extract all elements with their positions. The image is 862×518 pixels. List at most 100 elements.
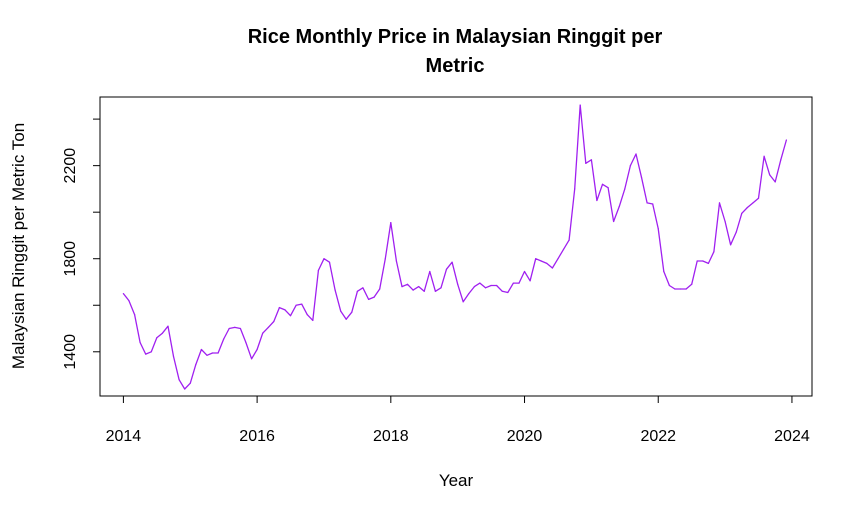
data-point xyxy=(217,352,219,354)
x-tick-label: 2020 xyxy=(507,428,543,445)
x-axis-label: Year xyxy=(439,471,474,490)
data-point xyxy=(200,348,202,351)
data-point xyxy=(657,227,659,230)
data-point xyxy=(707,262,710,264)
data-point xyxy=(317,269,319,271)
data-point xyxy=(551,267,554,269)
data-point xyxy=(362,287,364,289)
data-point xyxy=(780,159,782,161)
data-point xyxy=(334,289,336,291)
data-point xyxy=(501,290,503,292)
data-point xyxy=(668,284,671,287)
data-point xyxy=(646,202,648,204)
data-point xyxy=(390,222,392,224)
data-point xyxy=(496,284,498,287)
data-point xyxy=(434,290,436,292)
data-point xyxy=(134,314,136,316)
data-point xyxy=(457,283,459,285)
data-point xyxy=(523,270,526,273)
data-point xyxy=(301,303,303,305)
data-point xyxy=(418,286,420,288)
data-point xyxy=(206,354,208,356)
data-point xyxy=(406,283,409,285)
data-point xyxy=(462,301,464,303)
data-point xyxy=(395,260,397,262)
series-points xyxy=(122,104,788,390)
data-point xyxy=(445,268,448,270)
data-point xyxy=(278,307,280,309)
data-point xyxy=(172,355,175,357)
data-point xyxy=(691,283,693,285)
data-point xyxy=(746,206,749,209)
data-point xyxy=(328,261,331,263)
data-point xyxy=(479,282,481,284)
data-point xyxy=(234,326,236,328)
data-point xyxy=(679,288,682,290)
data-point xyxy=(150,351,152,353)
data-point xyxy=(730,244,732,246)
data-point xyxy=(256,348,258,351)
data-point xyxy=(239,327,241,330)
x-axis: 2014 2016 2018 2020 2022 2024 xyxy=(106,396,810,445)
data-point xyxy=(379,288,381,290)
data-point xyxy=(702,260,704,262)
data-point xyxy=(735,231,737,233)
data-point xyxy=(289,315,292,317)
data-point xyxy=(356,290,358,292)
data-point xyxy=(718,202,721,204)
data-point xyxy=(540,260,542,262)
data-point xyxy=(178,379,180,381)
data-point xyxy=(601,183,604,185)
data-point xyxy=(345,318,347,320)
data-point xyxy=(596,199,598,202)
data-point xyxy=(189,382,191,384)
data-point xyxy=(156,337,158,339)
data-point xyxy=(273,320,275,323)
data-point xyxy=(295,304,297,306)
data-point xyxy=(373,296,375,298)
data-point xyxy=(590,159,593,161)
data-point xyxy=(251,358,253,360)
chart-title-line-2: Metric xyxy=(426,55,485,77)
data-point xyxy=(145,353,147,355)
data-point xyxy=(211,352,214,354)
data-point xyxy=(368,298,370,300)
data-point xyxy=(652,203,654,205)
data-point xyxy=(122,293,124,295)
data-point xyxy=(562,248,565,250)
data-point xyxy=(440,287,442,289)
data-point xyxy=(195,364,197,366)
data-point xyxy=(507,291,509,294)
data-point xyxy=(245,341,247,344)
data-point xyxy=(774,181,776,183)
data-point xyxy=(351,311,353,313)
data-point xyxy=(752,202,754,204)
data-point xyxy=(640,176,643,178)
data-point xyxy=(451,261,453,263)
y-tick-label: 1400 xyxy=(62,334,79,370)
data-point xyxy=(306,314,308,316)
y-axis: 1400 1800 2200 xyxy=(62,118,100,370)
data-point xyxy=(312,319,314,321)
data-point xyxy=(579,104,581,106)
data-point xyxy=(161,332,163,334)
series-line-rice-price xyxy=(122,104,788,390)
data-point xyxy=(535,258,537,260)
data-point xyxy=(412,289,414,291)
data-point xyxy=(184,388,186,390)
x-tick-label: 2016 xyxy=(239,428,275,445)
data-point xyxy=(757,197,760,199)
data-point xyxy=(429,270,431,273)
data-point xyxy=(473,286,475,288)
data-point xyxy=(128,300,130,302)
data-point xyxy=(663,270,665,273)
data-point xyxy=(546,262,548,264)
data-point xyxy=(741,212,743,214)
chart-title-line-1: Rice Monthly Price in Malaysian Ringgit … xyxy=(248,26,663,48)
data-point xyxy=(340,310,342,312)
y-axis-label: Malaysian Ringgit per Metric Ton xyxy=(9,123,28,369)
data-point xyxy=(785,139,788,141)
x-tick-label: 2018 xyxy=(373,428,409,445)
data-point xyxy=(607,187,609,189)
